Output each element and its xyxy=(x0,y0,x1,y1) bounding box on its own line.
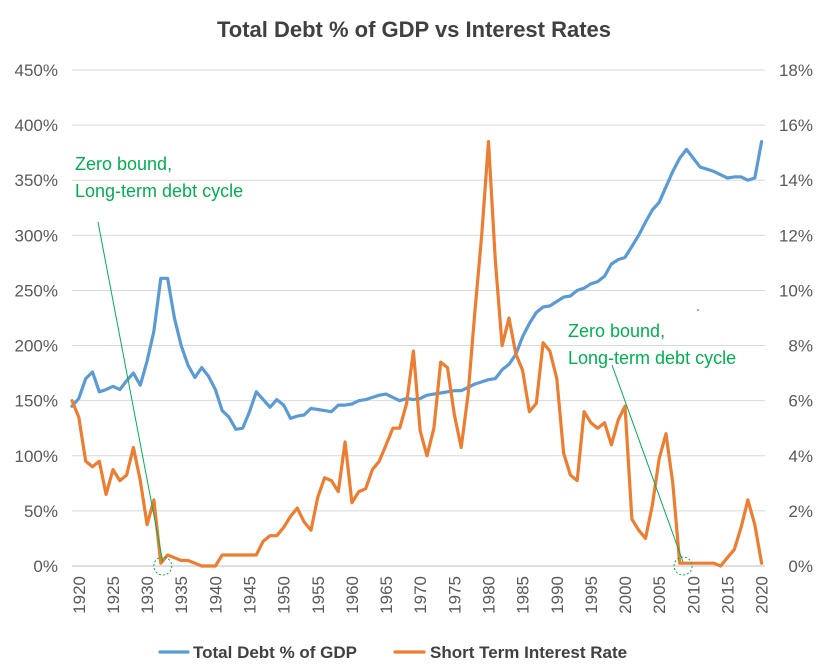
legend: Total Debt % of GDP Short Term Interest R… xyxy=(158,643,627,662)
x-tick-label: 1975 xyxy=(445,576,464,614)
legend-label: Total Debt % of GDP xyxy=(193,643,357,662)
y-right-tick-label: 14% xyxy=(779,171,813,190)
y-left-tick-label: 250% xyxy=(15,281,58,300)
annotation-text: Long-term debt cycle xyxy=(75,181,243,201)
series-line-short-term-rate xyxy=(70,140,764,568)
annotation-circle xyxy=(153,556,173,576)
y-left-tick-label: 50% xyxy=(24,502,58,521)
x-tick-label: 1985 xyxy=(514,576,533,614)
x-tick-label: 1935 xyxy=(172,576,191,614)
annotation-text: Long-term debt cycle xyxy=(568,348,736,368)
x-tick-label: 2015 xyxy=(718,576,737,614)
x-tick-label: 1940 xyxy=(206,576,225,614)
x-tick-label: 1925 xyxy=(104,576,123,614)
annotation-text: Zero bound, xyxy=(75,154,172,174)
x-tick-label: 1930 xyxy=(138,576,157,614)
y-axis-right: 0% 2% 4% 6% 8% 10% 12% 14% 16% 18% xyxy=(779,61,813,576)
y-right-tick-label: 0% xyxy=(788,557,813,576)
y-left-tick-label: 400% xyxy=(15,116,58,135)
x-tick-label: 2005 xyxy=(650,576,669,614)
annotation-text: Zero bound, xyxy=(568,321,665,341)
y-right-tick-label: 16% xyxy=(779,116,813,135)
annotation-arrow xyxy=(611,364,684,563)
x-axis: 1920 1925 1930 1935 1940 1945 1950 1955 1960 1965… xyxy=(70,576,772,614)
y-right-tick-label: 4% xyxy=(788,447,813,466)
y-right-tick-label: 6% xyxy=(788,392,813,411)
x-tick-label: 2000 xyxy=(616,576,635,614)
legend-label: Short Term Interest Rate xyxy=(430,643,627,662)
y-left-tick-label: 200% xyxy=(15,337,58,356)
x-tick-label: 1970 xyxy=(411,576,430,614)
y-left-tick-label: 0% xyxy=(33,557,58,576)
y-left-tick-label: 350% xyxy=(15,171,58,190)
y-left-tick-label: 450% xyxy=(15,61,58,80)
y-right-tick-label: 18% xyxy=(779,61,813,80)
chart-title: Total Debt % of GDP vs Interest Rates xyxy=(217,17,611,42)
annotation-arrow xyxy=(97,221,164,563)
y-axis-left: 0% 50% 100% 150% 200% 250% 300% 350% 400% 450% xyxy=(15,61,58,576)
y-left-tick-label: 300% xyxy=(15,226,58,245)
x-tick-label: 2020 xyxy=(753,576,772,614)
annotation-dot xyxy=(697,309,699,311)
plot-series xyxy=(70,140,764,568)
y-right-tick-label: 10% xyxy=(779,281,813,300)
y-left-tick-label: 150% xyxy=(15,392,58,411)
x-tick-label: 1995 xyxy=(582,576,601,614)
x-tick-label: 1945 xyxy=(241,576,260,614)
y-right-tick-label: 8% xyxy=(788,337,813,356)
x-tick-label: 1990 xyxy=(548,576,567,614)
x-tick-label: 1920 xyxy=(70,576,89,614)
x-tick-label: 1965 xyxy=(377,576,396,614)
y-right-tick-label: 12% xyxy=(779,226,813,245)
y-right-tick-label: 2% xyxy=(788,502,813,521)
x-tick-label: 1955 xyxy=(309,576,328,614)
gridlines xyxy=(72,69,765,567)
annotations: Zero bound, Long-term debt cycle Zero boun… xyxy=(75,154,736,576)
x-tick-label: 1980 xyxy=(479,576,498,614)
x-tick-label: 1960 xyxy=(343,576,362,614)
x-tick-label: 1950 xyxy=(275,576,294,614)
y-left-tick-label: 100% xyxy=(15,447,58,466)
x-tick-label: 2010 xyxy=(684,576,703,614)
annotation-circle xyxy=(673,556,693,576)
